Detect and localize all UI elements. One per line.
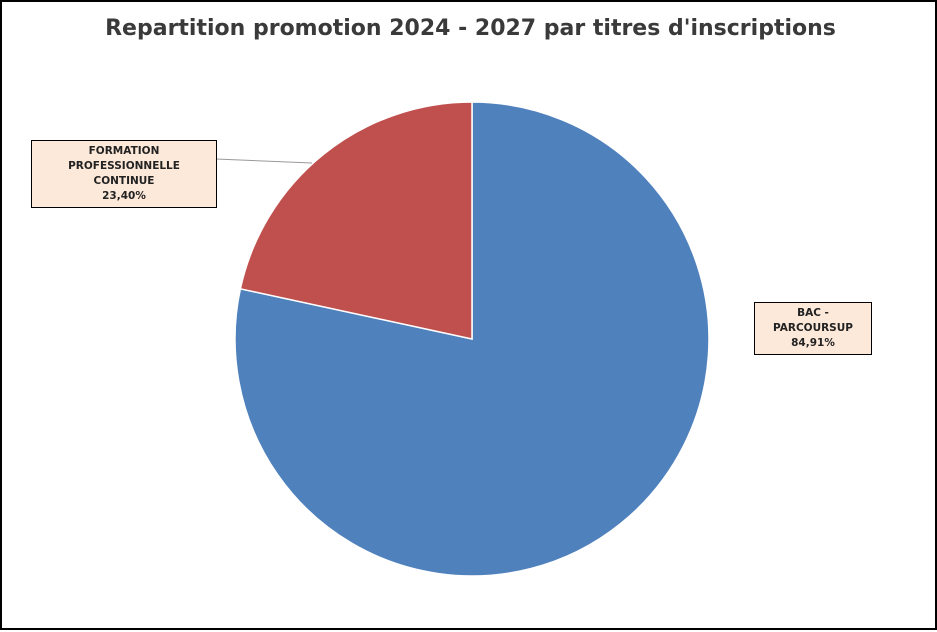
- label-value: 23,40%: [102, 190, 146, 202]
- data-label: FORMATION PROFESSIONNELLE CONTINUE 23,40…: [31, 140, 217, 208]
- label-value: 84,91%: [791, 337, 835, 349]
- chart-title: Repartition promotion 2024 - 2027 par ti…: [105, 16, 836, 41]
- data-label: BAC - PARCOURSUP 84,91%: [754, 302, 872, 355]
- leader-line: [215, 158, 313, 164]
- label-category: BAC - PARCOURSUP: [773, 307, 853, 334]
- pie-slice: [239, 101, 473, 340]
- label-category: FORMATION PROFESSIONNELLE CONTINUE: [68, 145, 180, 187]
